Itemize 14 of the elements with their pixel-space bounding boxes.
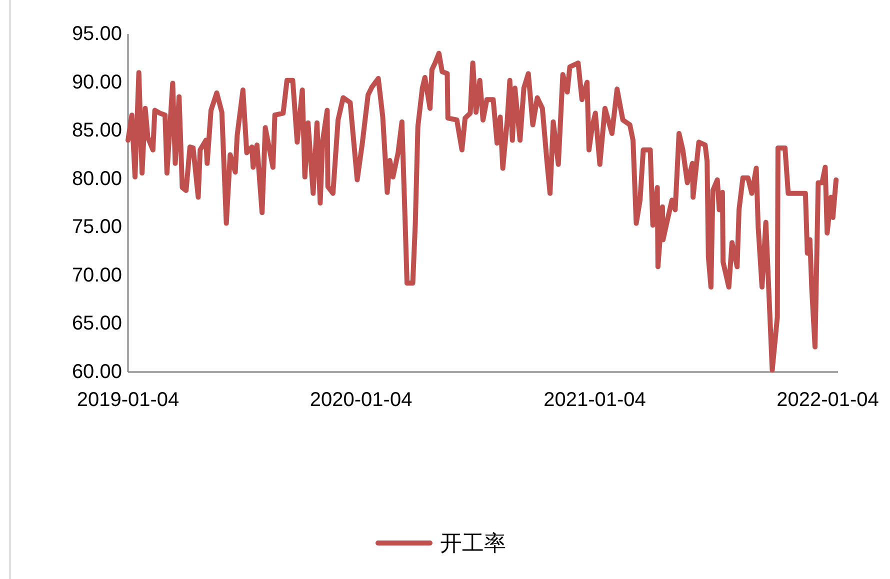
ytick: 70.00 xyxy=(72,264,122,286)
ytick: 95.00 xyxy=(72,23,122,45)
xtick: 2020-01-04 xyxy=(310,389,412,411)
ytick: 80.00 xyxy=(72,168,122,190)
ytick: 60.00 xyxy=(72,361,122,383)
legend: 开工率 xyxy=(376,530,506,556)
ytick: 90.00 xyxy=(72,71,122,94)
ytick: 75.00 xyxy=(72,216,122,238)
xtick: 2022-01-04 xyxy=(776,389,879,411)
ytick: 65.00 xyxy=(72,312,122,335)
ytick: 85.00 xyxy=(72,120,122,142)
xtick: 2019-01-04 xyxy=(76,389,180,411)
legend-label: 开工率 xyxy=(440,530,506,556)
xtick: 2021-01-04 xyxy=(544,389,646,411)
